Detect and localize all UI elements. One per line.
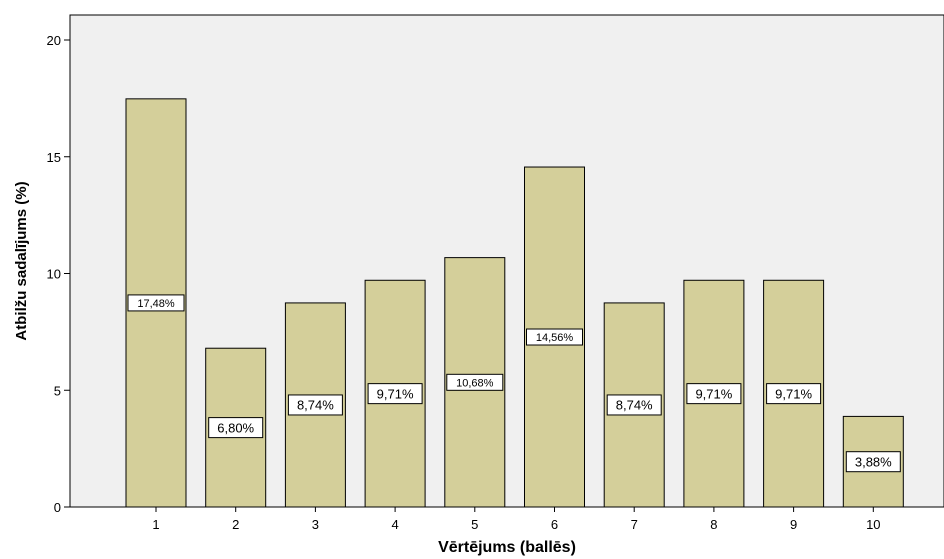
- data-label: 3,88%: [855, 454, 892, 469]
- data-label: 17,48%: [137, 298, 175, 310]
- data-label: 14,56%: [536, 332, 574, 344]
- x-tick-label: 5: [471, 517, 478, 532]
- x-tick-label: 1: [152, 517, 159, 532]
- data-label-box: [367, 383, 423, 405]
- y-axis: 0 5 10 15 20: [47, 15, 71, 515]
- data-label-box: [526, 328, 583, 346]
- y-tick-label: 5: [54, 383, 61, 398]
- data-label-box: [208, 417, 264, 439]
- data-label: 8,74%: [616, 398, 653, 413]
- x-tick-label: 3: [312, 517, 319, 532]
- data-label-box: [766, 383, 822, 405]
- x-tick-label: 9: [790, 517, 797, 532]
- x-tick-label: 6: [551, 517, 558, 532]
- data-labels: 17,48% 6,80% 8,74% 9,71% 10,68% 14,56% 8,74% 9,…: [127, 294, 901, 473]
- x-tick-label: 10: [866, 517, 880, 532]
- data-label-box: [446, 373, 504, 391]
- x-axis: 1 2 3 4 5 6 7 8 9 10: [70, 506, 944, 532]
- data-label-box: [127, 294, 185, 312]
- data-label-box: [686, 383, 742, 405]
- x-tick-label: 8: [710, 517, 717, 532]
- y-axis-label: Atbilžu sadalījums (%): [13, 181, 30, 340]
- y-tick-label: 0: [54, 500, 61, 515]
- x-tick-label: 4: [391, 517, 398, 532]
- y-tick-label: 10: [47, 267, 61, 282]
- data-label: 6,80%: [217, 420, 254, 435]
- x-tick-label: 2: [232, 517, 239, 532]
- data-label: 8,74%: [297, 398, 334, 413]
- data-label: 9,71%: [695, 386, 732, 401]
- data-label-box: [845, 451, 901, 473]
- x-tick-label: 7: [631, 517, 638, 532]
- data-label: 9,71%: [775, 386, 812, 401]
- y-tick-label: 20: [47, 33, 61, 48]
- x-axis-label: Vērtējums (ballēs): [438, 539, 576, 556]
- data-label-box: [606, 394, 662, 416]
- data-label: 9,71%: [377, 386, 414, 401]
- data-label-box: [287, 394, 343, 416]
- data-label: 10,68%: [456, 377, 494, 389]
- y-tick-label: 15: [47, 150, 61, 165]
